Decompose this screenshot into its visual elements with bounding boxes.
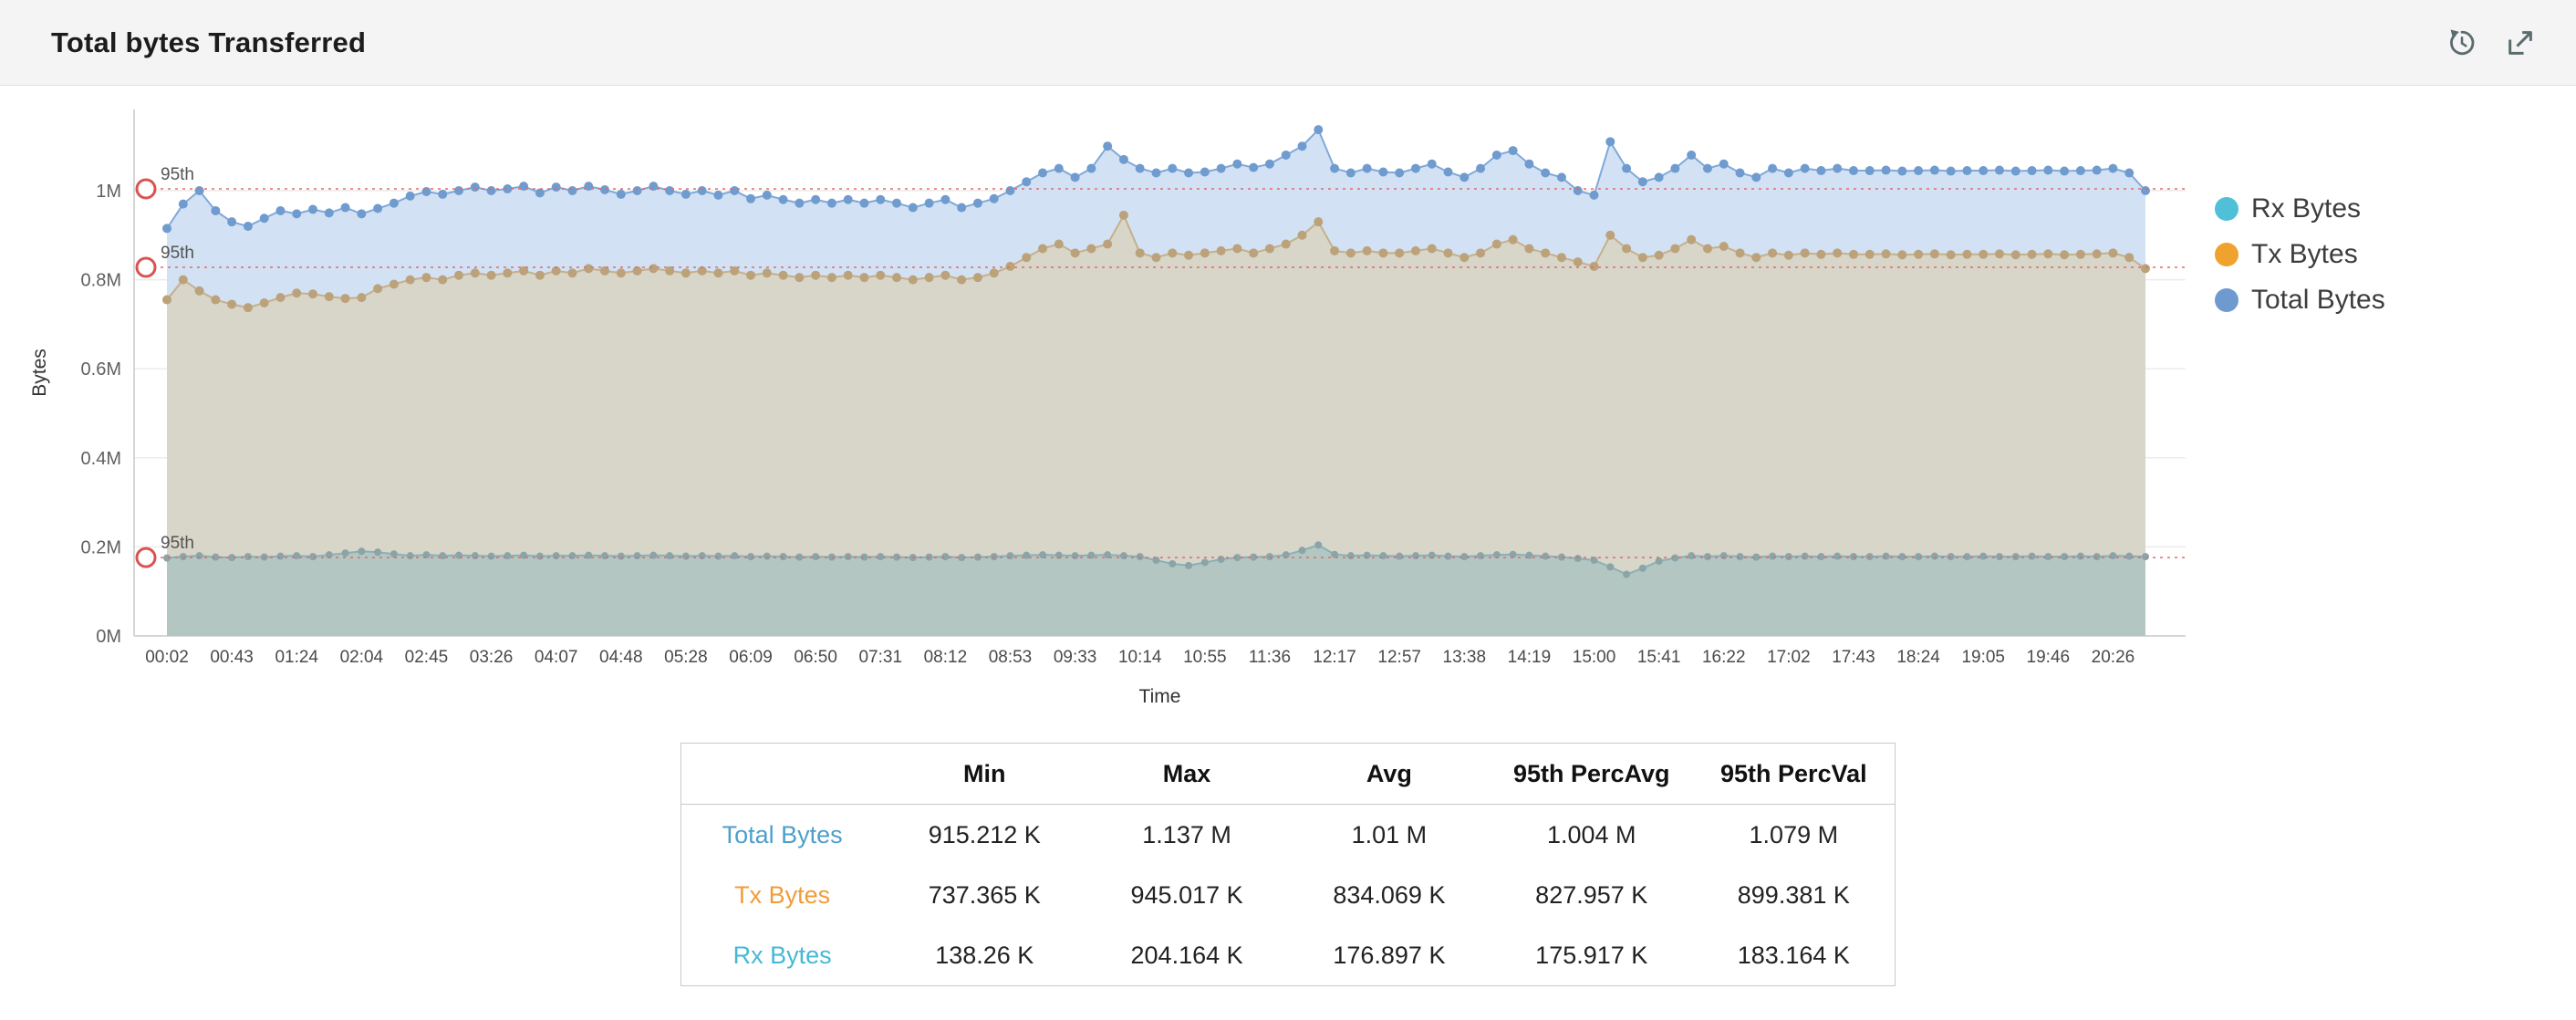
stat-value: 945.017 K [1130,880,1243,909]
widget-toolbar [2446,27,2536,58]
svg-text:Bytes: Bytes [29,349,50,397]
expand-icon[interactable] [2505,27,2536,58]
legend-label: Tx Bytes [2251,239,2358,269]
svg-text:04:07: 04:07 [535,648,578,667]
svg-text:00:43: 00:43 [210,648,254,667]
chart-svg[interactable]: 0M 0.2M 0.4M 0.6M 0.8M 1M 95th 95th 95th 00:02 00:… [0,86,2576,715]
svg-text:95th: 95th [161,244,194,263]
stats-col-header: Avg [1287,743,1491,805]
svg-text:06:09: 06:09 [729,648,773,667]
svg-text:16:22: 16:22 [1702,648,1746,667]
stat-value: 1.004 M [1546,820,1636,848]
svg-text:Time: Time [1139,686,1181,707]
svg-text:0.6M: 0.6M [81,359,121,380]
stats-col-header: Max [1085,743,1288,805]
stat-value: 176.897 K [1333,941,1446,969]
stats-table-body: Total Bytes 915.212 K 1.137 M 1.01 M 1.004 M… [681,805,1896,986]
table-row: Tx Bytes 737.365 K 945.017 K 834.069 K 827.9… [681,865,1896,925]
svg-text:02:04: 02:04 [340,648,384,667]
table-row: Total Bytes 915.212 K 1.137 M 1.01 M 1.004 M… [681,805,1896,866]
stats-table-head-row: Min Max Avg 95th PercAvg 95th PercVal [680,743,1896,805]
stat-value: 737.365 K [928,880,1041,909]
legend-dot-icon [2215,243,2238,266]
stats-col-header: Min [883,743,1086,805]
svg-text:12:17: 12:17 [1313,648,1356,667]
svg-text:11:36: 11:36 [1249,648,1291,667]
stats-col-header: 95th PercAvg [1490,743,1693,805]
stat-value: 175.917 K [1535,941,1648,969]
legend-label: Rx Bytes [2251,193,2362,224]
stat-value: 183.164 K [1737,941,1850,969]
svg-text:20:26: 20:26 [2092,648,2135,667]
stat-value: 204.164 K [1130,941,1243,969]
svg-text:0.4M: 0.4M [81,449,121,469]
svg-text:15:00: 15:00 [1573,648,1616,667]
svg-text:13:38: 13:38 [1443,648,1487,667]
svg-text:08:53: 08:53 [989,648,1033,667]
stat-value: 1.079 M [1749,820,1839,848]
legend-label: Total Bytes [2251,285,2385,315]
svg-text:95th: 95th [161,165,194,184]
svg-text:05:28: 05:28 [664,648,708,667]
stat-value: 834.069 K [1333,880,1446,909]
svg-text:0.2M: 0.2M [81,537,121,557]
svg-text:12:57: 12:57 [1377,648,1421,667]
svg-text:0M: 0M [96,627,121,647]
svg-text:18:24: 18:24 [1896,648,1940,667]
series-link[interactable]: Total Bytes [722,820,843,848]
legend-item[interactable]: Tx Bytes [2215,239,2385,270]
stats-col-header [680,743,884,805]
svg-text:01:24: 01:24 [275,648,318,667]
svg-text:19:05: 19:05 [1961,648,2005,667]
svg-text:03:26: 03:26 [470,648,514,667]
svg-text:08:12: 08:12 [924,648,968,667]
stat-value: 827.957 K [1535,880,1648,909]
series-link[interactable]: Rx Bytes [732,941,832,969]
table-row: Rx Bytes 138.26 K 204.164 K 176.897 K 175.91… [681,925,1896,986]
stat-value: 138.26 K [935,941,1034,969]
svg-text:19:46: 19:46 [2027,648,2071,667]
refresh-icon[interactable] [2446,27,2477,58]
svg-text:0.8M: 0.8M [81,271,121,291]
widget-title: Total bytes Transferred [51,26,367,58]
svg-text:1M: 1M [96,182,121,202]
widget-header: Total bytes Transferred [0,0,2576,86]
chart-legend: Rx Bytes Tx Bytes Total Bytes [2215,193,2385,316]
svg-text:09:33: 09:33 [1054,648,1097,667]
stats-col-header: 95th PercVal [1692,743,1896,805]
svg-text:06:50: 06:50 [794,648,837,667]
chart-area: 0M 0.2M 0.4M 0.6M 0.8M 1M 95th 95th 95th 00:02 00:… [0,86,2576,715]
svg-text:17:43: 17:43 [1832,648,1875,667]
legend-dot-icon [2215,197,2238,221]
legend-item[interactable]: Total Bytes [2215,285,2385,316]
svg-text:04:48: 04:48 [599,648,643,667]
svg-text:14:19: 14:19 [1508,648,1552,667]
svg-text:00:02: 00:02 [145,648,189,667]
stat-value: 915.212 K [928,820,1041,848]
stats-table: Min Max Avg 95th PercAvg 95th PercVal Total … [680,743,1896,986]
stat-value: 1.137 M [1142,820,1231,848]
stat-value: 1.01 M [1351,820,1428,848]
svg-text:15:41: 15:41 [1637,648,1681,667]
svg-text:10:14: 10:14 [1118,648,1162,667]
svg-text:07:31: 07:31 [858,648,902,667]
legend-dot-icon [2215,288,2238,312]
svg-text:17:02: 17:02 [1767,648,1811,667]
series-link[interactable]: Tx Bytes [734,880,831,909]
svg-text:10:55: 10:55 [1183,648,1227,667]
svg-text:95th: 95th [161,534,194,553]
legend-item[interactable]: Rx Bytes [2215,193,2385,224]
svg-text:02:45: 02:45 [405,648,449,667]
stat-value: 899.381 K [1737,880,1850,909]
